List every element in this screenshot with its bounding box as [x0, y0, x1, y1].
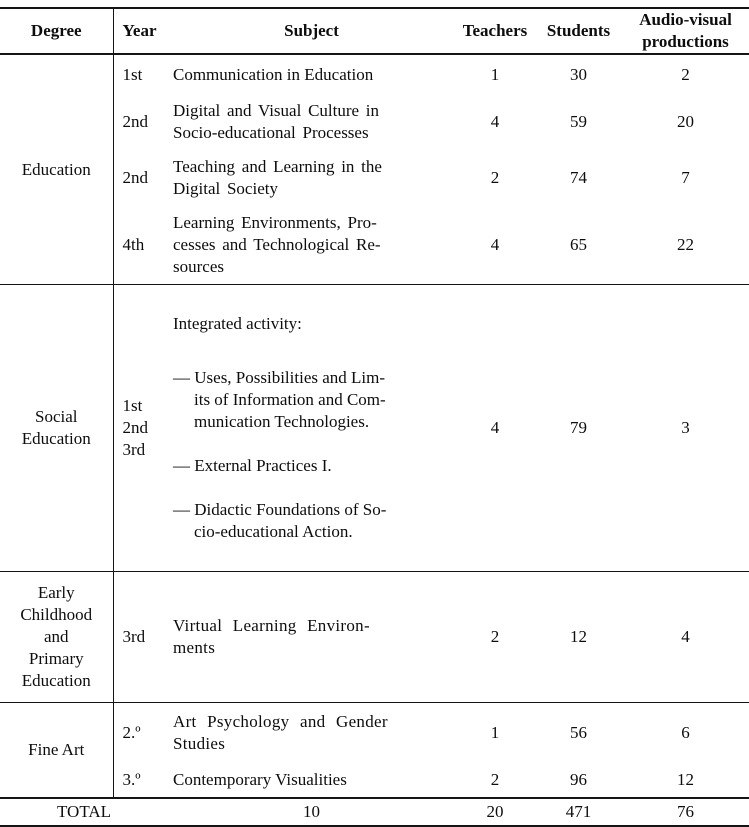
year-cell: 1st 2nd 3rd [122, 396, 149, 459]
students-column-header: Students [546, 21, 611, 40]
degree-cell: Early Childhood and Primary Education [0, 571, 114, 703]
subject-cell: Digital and Visual Culture in Socio-educ… [173, 101, 380, 142]
degree-cell: Fine Art [0, 702, 114, 798]
teachers-value: 2 [490, 769, 500, 789]
audio-visual-value: 6 [681, 722, 690, 742]
students-value: 56 [570, 722, 587, 742]
table-row: 3.º Contemporary Visualities 2 96 12 [0, 763, 749, 798]
students-value: 12 [570, 627, 587, 646]
total-audio-visual-value: 76 [677, 801, 694, 821]
integrated-activity-item: — Didactic Foundations of So- cio-educat… [173, 500, 387, 541]
year-column-header: Year [122, 21, 157, 40]
teachers-value: 4 [490, 418, 500, 437]
year-cell: 2.º [122, 722, 141, 742]
total-label: TOTAL [56, 801, 112, 821]
year-cell: 3.º [122, 769, 141, 789]
total-subjects-count: 10 [303, 801, 320, 821]
year-cell: 2nd [122, 112, 149, 131]
audio-visual-value: 22 [677, 235, 694, 254]
group-early-childhood-primary: Early Childhood and Primary Education 3r… [0, 571, 749, 703]
teachers-value: 1 [490, 722, 500, 742]
audio-visual-value: 7 [681, 168, 690, 187]
students-value: 59 [570, 112, 587, 131]
students-value: 79 [570, 418, 587, 437]
year-cell: 2nd [122, 168, 149, 187]
total-section: TOTAL 10 20 471 76 [0, 797, 749, 826]
subject-column-header: Subject [284, 21, 339, 40]
students-value: 30 [570, 64, 587, 84]
degree-cell: Education [0, 54, 114, 285]
students-value: 74 [570, 168, 587, 187]
teachers-value: 1 [490, 64, 500, 84]
table-row: 4th Learning Environments, Pro- cesses a… [0, 206, 749, 285]
teachers-value: 4 [490, 235, 500, 254]
audio-visual-column-header: Audio-visual productions [639, 10, 732, 51]
integrated-activity-item: — External Practices I. [173, 456, 332, 475]
table-row: Fine Art 2.º Art Psychology and Gender S… [0, 702, 749, 798]
students-value: 96 [570, 769, 587, 789]
teachers-value: 2 [490, 168, 500, 187]
table-row: Early Childhood and Primary Education 3r… [0, 571, 749, 703]
subject-cell: Contemporary Visualities [173, 769, 347, 789]
teachers-column-header: Teachers [462, 21, 528, 40]
audio-visual-value: 3 [681, 418, 690, 437]
subject-cell: Virtual Learning Environ- ments [173, 616, 370, 657]
total-teachers-value: 20 [486, 801, 504, 821]
subject-cell: Communication in Education [173, 64, 374, 84]
students-value: 65 [570, 235, 587, 254]
total-students-value: 471 [565, 801, 592, 821]
subject-cell: Teaching and Learning in the Digital Soc… [173, 157, 382, 198]
audio-visual-value: 12 [677, 769, 694, 789]
audio-visual-value: 2 [681, 64, 690, 84]
teachers-value: 2 [490, 627, 500, 646]
year-cell: 3rd [122, 627, 146, 646]
group-fine-art: Fine Art 2.º Art Psychology and Gender S… [0, 702, 749, 798]
integrated-activity-intro: Integrated activity: [173, 314, 302, 333]
header-row: Degree Year Subject Teachers Students Au… [0, 8, 749, 54]
subject-cell: Learning Environments, Pro- cesses and T… [173, 213, 381, 276]
degree-column-header: Degree [0, 8, 114, 54]
audio-visual-value: 20 [677, 112, 694, 131]
table-header: Degree Year Subject Teachers Students Au… [0, 8, 749, 54]
audio-visual-value: 4 [681, 627, 690, 646]
results-table: Degree Year Subject Teachers Students Au… [0, 7, 749, 827]
total-row: TOTAL 10 20 471 76 [0, 798, 749, 826]
year-cell: 1st [122, 64, 143, 84]
teachers-value: 4 [490, 112, 500, 131]
subject-cell: Integrated activity: — Uses, Possibiliti… [168, 285, 455, 572]
table-row: Education 1st Communication in Education… [0, 54, 749, 285]
table-row: 2nd Teaching and Learning in the Digital… [0, 150, 749, 206]
group-education: Education 1st Communication in Education… [0, 54, 749, 285]
degree-cell: Social Education [0, 284, 114, 572]
table-row: 2nd Digital and Visual Culture in Socio-… [0, 94, 749, 150]
group-social-education: Social Education 1st 2nd 3rd Integrated … [0, 284, 749, 572]
integrated-activity-item: — Uses, Possibilities and Lim- its of In… [173, 368, 386, 431]
subject-cell: Art Psychology and Gender Studies [173, 711, 388, 753]
year-cell: 4th [122, 235, 145, 254]
table-row: Social Education 1st 2nd 3rd Integrated … [0, 284, 749, 572]
